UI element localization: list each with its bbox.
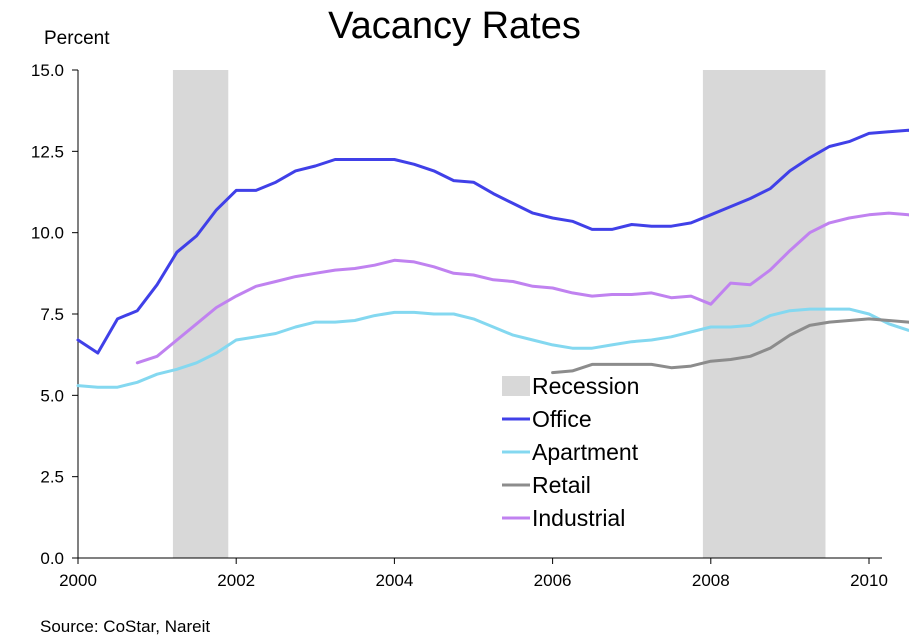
legend-label-industrial: Industrial (532, 505, 625, 531)
y-tick-label-1: 2.5 (40, 468, 64, 487)
y-tick-label-6: 15.0 (31, 61, 64, 80)
recession-bands (172, 70, 826, 558)
legend-label-recession: Recession (532, 373, 639, 399)
y-tick-label-4: 10.0 (31, 224, 64, 243)
x-tick-label-4: 2008 (692, 571, 730, 590)
x-tick-label-1: 2002 (217, 571, 255, 590)
y-axis-label: Percent (44, 28, 110, 49)
x-tick-label-5: 2010 (850, 571, 888, 590)
y-tick-label-2: 5.0 (40, 386, 64, 405)
legend-swatch-recession (502, 376, 530, 396)
axes: 0.0 2.5 5.0 7.5 10.0 12.5 15.0 2000 2002 2004 2006… (31, 61, 888, 590)
x-tick-label-0: 2000 (59, 571, 97, 590)
legend-label-office: Office (532, 406, 592, 432)
y-tick-label-3: 7.5 (40, 305, 64, 324)
y-tick-label-0: 0.0 (40, 549, 64, 568)
series-line-office (76, 128, 909, 355)
series-line-industrial (135, 211, 909, 365)
chart-title: Vacancy Rates (328, 5, 581, 47)
x-tick-label-2: 2004 (375, 571, 413, 590)
recession-band-1 (702, 70, 826, 558)
y-tick-label-5: 12.5 (31, 142, 64, 161)
series-line-apartment (76, 307, 909, 389)
series-line-retail (551, 317, 909, 375)
x-tick-label-3: 2006 (534, 571, 572, 590)
legend-label-apartment: Apartment (532, 439, 639, 465)
legend-label-retail: Retail (532, 472, 591, 498)
recession-band-0 (172, 70, 229, 558)
series-lines (76, 128, 909, 389)
source-note: Source: CoStar, Nareit (40, 617, 211, 636)
legend: Recession Office Apartment Retail Industrial (502, 373, 639, 531)
